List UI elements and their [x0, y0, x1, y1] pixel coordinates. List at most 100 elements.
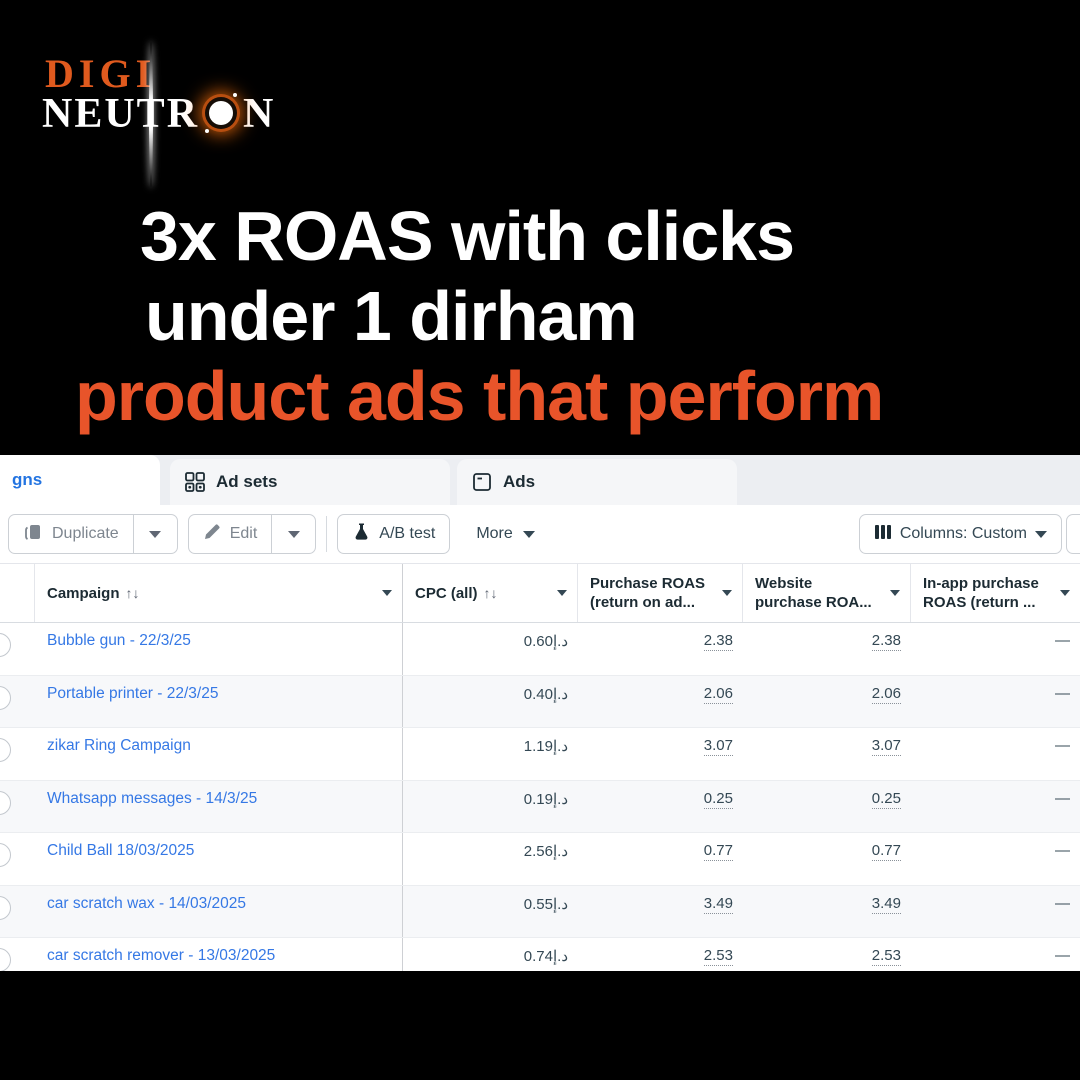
campaign-link[interactable]: zikar Ring Campaign — [47, 737, 191, 754]
headline: 3x ROAS with clicks under 1 dirham produ… — [75, 196, 884, 436]
logo-neutron-post: N — [243, 91, 276, 137]
table-row: car scratch wax - 14/03/2025 0.55د.إ 3.4… — [0, 885, 1080, 938]
website-roas-cell: 2.53 — [743, 938, 911, 971]
digi-neutron-logo: DIGI NEUTR N — [0, 0, 300, 200]
purchase-roas-value: 0.25 — [703, 789, 733, 809]
row-toggle[interactable] — [0, 790, 11, 815]
campaign-cell: Whatsapp messages - 14/3/25 — [35, 780, 403, 832]
campaign-link[interactable]: Portable printer - 22/3/25 — [47, 684, 219, 702]
inapp-roas-cell: — — [911, 623, 1080, 675]
inapp-roas-cell: — — [911, 728, 1080, 780]
columns-button[interactable]: Columns: Custom — [858, 514, 1062, 554]
column-header-purchase-roas[interactable]: Purchase ROAS (return on ad... — [578, 564, 743, 622]
purchase-roas-value: 0.77 — [703, 842, 733, 861]
toolbar-divider — [326, 516, 328, 552]
cpc-value: 0.55د.إ — [523, 895, 568, 913]
tab-campaigns-label: gns — [12, 470, 43, 489]
row-toggle[interactable] — [0, 843, 11, 867]
duplicate-button[interactable]: Duplicate — [9, 515, 133, 553]
website-roas-value: 0.77 — [871, 842, 901, 861]
campaign-link[interactable]: car scratch wax - 14/03/2025 — [47, 894, 247, 912]
inapp-roas-value: — — [1055, 684, 1070, 702]
edit-button[interactable]: Edit — [189, 515, 272, 553]
ad-sets-icon — [184, 471, 206, 493]
inapp-roas-value: — — [1055, 947, 1070, 964]
purchase-roas-value: 2.06 — [703, 684, 733, 704]
table-body: Bubble gun - 22/3/25 0.60د.إ 2.38 2.38 —… — [0, 623, 1080, 971]
campaign-cell: Portable printer - 22/3/25 — [35, 675, 403, 727]
campaign-cell: Bubble gun - 22/3/25 — [35, 623, 403, 675]
website-roas-value: 2.53 — [871, 947, 901, 966]
campaign-link[interactable]: Whatsapp messages - 14/3/25 — [47, 789, 258, 807]
sort-icon: ↑↓ — [483, 584, 498, 601]
more-button[interactable]: More — [476, 525, 535, 543]
chevron-down-icon — [382, 590, 392, 596]
row-toggle[interactable] — [0, 895, 11, 920]
row-toggle[interactable] — [0, 685, 11, 710]
cpc-cell: 0.55د.إ — [403, 886, 578, 938]
purchase-roas-value: 3.49 — [703, 894, 733, 914]
column-header-cpc[interactable]: CPC (all) ↑↓ — [403, 564, 578, 622]
purchase-roas-cell: 2.53 — [578, 938, 743, 971]
flask-icon — [352, 522, 371, 546]
chevron-down-icon — [287, 530, 300, 538]
tab-ad-sets[interactable]: Ad sets — [170, 459, 450, 505]
cpc-value: 2.56د.إ — [523, 843, 568, 860]
row-select-cell — [0, 728, 35, 780]
column-header-website-roas[interactable]: Website purchase ROA... — [743, 564, 911, 622]
table-row: Child Ball 18/03/2025 2.56د.إ 0.77 0.77 … — [0, 833, 1080, 886]
row-select-cell — [0, 623, 35, 675]
chevron-down-icon — [1060, 590, 1070, 596]
chevron-down-icon — [149, 530, 162, 538]
select-all-cell[interactable] — [0, 564, 35, 622]
logo-neutron-pre: NEUTR — [42, 91, 200, 137]
headline-line-1: 3x ROAS with clicks — [140, 197, 795, 275]
column-header-campaign[interactable]: Campaign ↑↓ — [35, 564, 403, 622]
website-roas-value: 3.07 — [871, 737, 901, 756]
cpc-cell: 2.56د.إ — [403, 833, 578, 885]
tab-ad-sets-label: Ad sets — [216, 472, 278, 491]
tab-ads[interactable]: Ads — [457, 459, 737, 505]
toolbar: Duplicate Edit A/B te — [0, 505, 1080, 563]
inapp-roas-header-label: In-app purchase ROAS (return ... — [923, 575, 1039, 611]
campaign-link[interactable]: car scratch remover - 13/03/2025 — [47, 947, 276, 964]
campaign-cell: Child Ball 18/03/2025 — [35, 833, 403, 885]
column-header-inapp-roas[interactable]: In-app purchase ROAS (return ... — [911, 564, 1080, 622]
purchase-roas-cell: 2.06 — [578, 676, 743, 728]
row-toggle[interactable] — [0, 738, 11, 762]
cutoff-button[interactable] — [1066, 514, 1080, 554]
inapp-roas-cell: — — [911, 676, 1080, 728]
row-toggle[interactable] — [0, 633, 11, 657]
tab-ads-label: Ads — [503, 472, 536, 491]
row-select-cell — [0, 781, 35, 833]
table-row: Bubble gun - 22/3/25 0.60د.إ 2.38 2.38 — — [0, 623, 1080, 676]
website-roas-value: 0.25 — [871, 789, 901, 809]
cpc-cell: 0.60د.إ — [403, 623, 578, 675]
purchase-roas-cell: 2.38 — [578, 623, 743, 675]
inapp-roas-cell: — — [911, 938, 1080, 971]
row-select-cell — [0, 676, 35, 728]
more-label: More — [476, 525, 513, 542]
inapp-roas-value: — — [1055, 632, 1070, 649]
columns-icon — [874, 524, 892, 545]
table-row: car scratch remover - 13/03/2025 0.74د.إ… — [0, 938, 1080, 971]
logo-digi-text: DIGI — [45, 51, 157, 96]
purchase-roas-cell: 3.07 — [578, 728, 743, 780]
campaign-cell: zikar Ring Campaign — [35, 728, 403, 780]
website-roas-cell: 3.49 — [743, 886, 911, 938]
purchase-roas-header-label: Purchase ROAS (return on ad... — [590, 575, 706, 611]
row-toggle[interactable] — [0, 948, 11, 971]
headline-line-2: under 1 dirham — [145, 277, 638, 355]
tab-campaigns[interactable]: gns — [0, 455, 160, 505]
chevron-down-icon — [722, 590, 732, 596]
edit-dropdown-button[interactable] — [271, 515, 315, 553]
atom-icon — [205, 93, 238, 133]
duplicate-dropdown-button[interactable] — [132, 515, 177, 553]
cpc-cell: 0.19د.إ — [403, 781, 578, 833]
campaign-link[interactable]: Bubble gun - 22/3/25 — [47, 632, 191, 649]
ab-test-button[interactable]: A/B test — [337, 514, 451, 554]
hero-section: DIGI NEUTR N 3x ROAS with clicks under 1 … — [0, 0, 1080, 455]
purchase-roas-value: 3.07 — [703, 737, 733, 756]
website-roas-cell: 3.07 — [743, 728, 911, 780]
campaign-link[interactable]: Child Ball 18/03/2025 — [47, 842, 195, 859]
